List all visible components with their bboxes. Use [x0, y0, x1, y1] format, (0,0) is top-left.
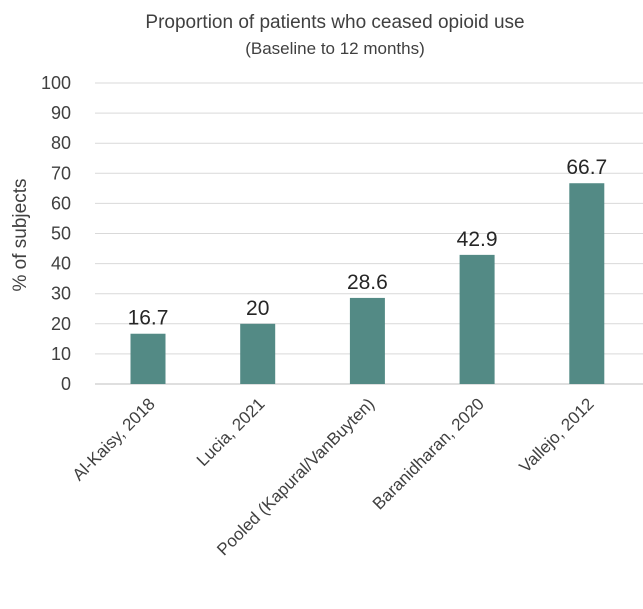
chart-title: Proportion of patients who ceased opioid…	[145, 12, 524, 33]
y-tick-label: 100	[41, 73, 71, 93]
bar	[459, 254, 495, 384]
y-tick-label: 80	[51, 133, 71, 153]
y-tick-label: 10	[51, 344, 71, 364]
gridlines	[95, 82, 643, 385]
y-tick-label: 30	[51, 284, 71, 304]
data-label: 16.7	[128, 307, 169, 330]
bar	[240, 323, 276, 384]
x-tick-label: Al-Kaisy, 2018	[69, 394, 159, 484]
data-label: 66.7	[566, 156, 607, 179]
chart-subtitle: (Baseline to 12 months)	[245, 39, 425, 58]
x-tick-label: Lucia, 2021	[193, 394, 269, 470]
y-tick-label: 40	[51, 254, 71, 274]
y-tick-label: 70	[51, 163, 71, 183]
y-tick-label: 60	[51, 193, 71, 213]
x-tick-label: Baranidharan, 2020	[369, 394, 488, 513]
y-tick-label: 0	[61, 374, 71, 394]
y-axis-label: % of subjects	[10, 179, 31, 292]
y-tick-label: 20	[51, 314, 71, 334]
data-label: 28.6	[347, 271, 388, 294]
bar	[569, 183, 605, 384]
y-tick-label: 50	[51, 224, 71, 244]
data-label: 20	[246, 297, 269, 320]
y-tick-label: 90	[51, 103, 71, 123]
x-tick-label: Vallejo, 2012	[516, 394, 598, 476]
y-tick-labels: 0 10 20 30 40 50 60 70 80 90 100	[41, 73, 71, 394]
data-labels: 16.7 20 28.6 42.9 66.7	[128, 156, 608, 330]
bar	[130, 333, 166, 384]
bars	[130, 183, 605, 384]
bar	[349, 297, 385, 384]
data-label: 42.9	[457, 228, 498, 251]
